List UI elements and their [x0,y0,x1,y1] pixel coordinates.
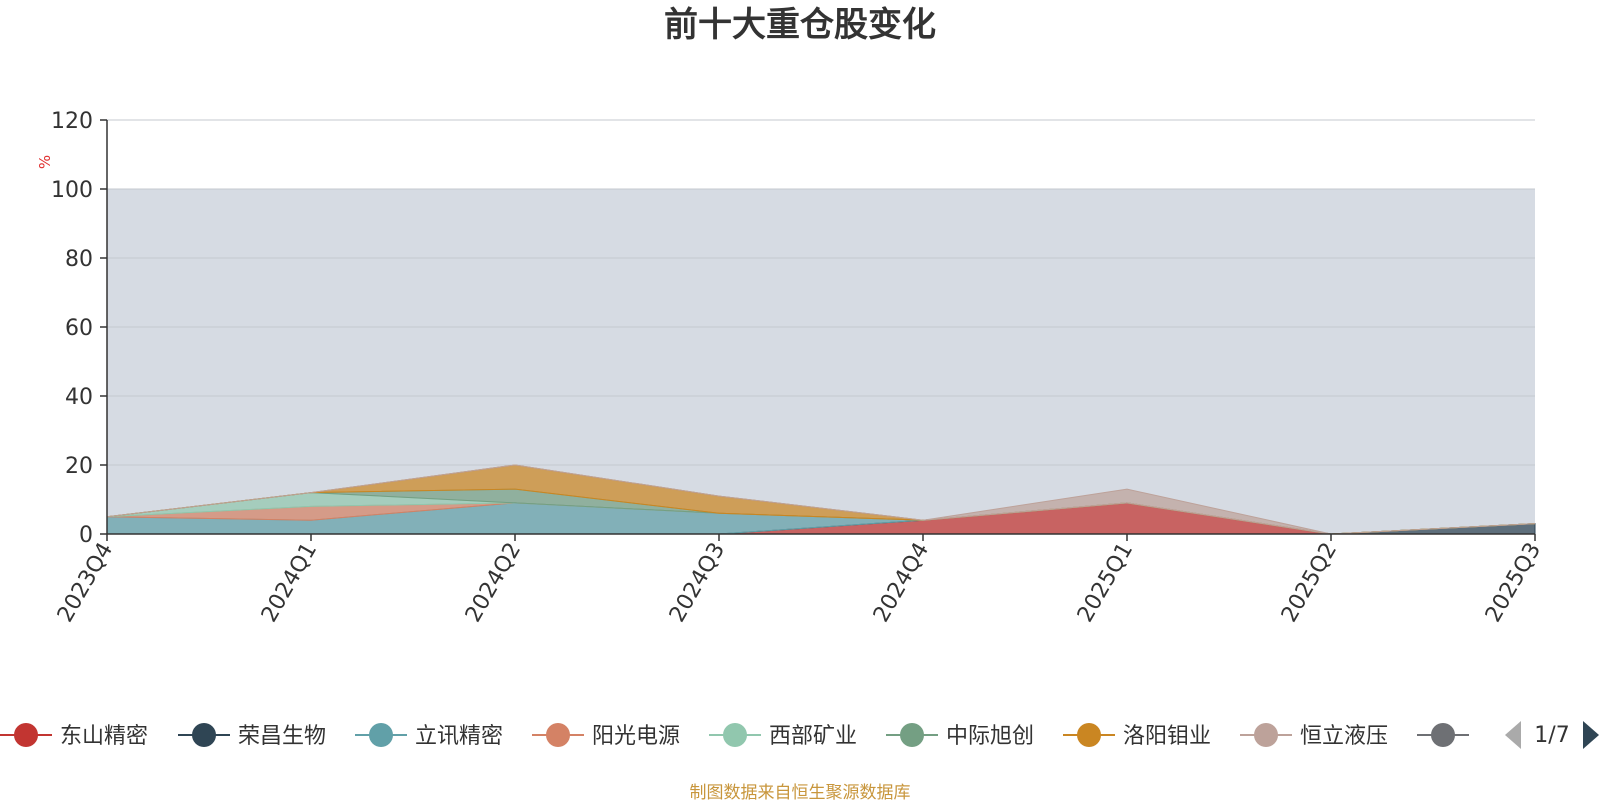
area-series-7 [106,464,1536,535]
x-tick-label-7: 2025Q3 [1481,539,1546,627]
band-0-100 [107,189,1535,534]
highlight-band [107,189,1535,534]
x-tick-label-5: 2025Q1 [1073,539,1138,627]
legend-item-3: 阳光电源 [532,723,680,749]
legend-label-7: 恒立液压 [1300,724,1388,749]
legend-page-indicator: 1/7 [1534,723,1569,748]
x-tick-label-3: 2024Q3 [665,539,730,627]
y-tick-label-40: 40 [65,385,93,410]
legend-marker-7 [1254,723,1278,747]
y-tick-label-100: 100 [51,178,93,203]
legend-marker-6 [1077,723,1101,747]
legend-marker-1 [192,723,216,747]
legend-label-5: 中际旭创 [946,724,1034,749]
legend-item-8 [1417,723,1469,747]
legend-label-0: 东山精密 [60,724,148,749]
legend-item-1: 荣昌生物 [178,723,326,749]
legend-item-7: 恒立液压 [1240,723,1388,749]
x-tick-label-2: 2024Q2 [461,539,526,627]
legend-marker-8 [1431,723,1455,747]
legend: 东山精密 荣昌生物 立讯精密 阳光电源 西部矿业 中际旭创 洛阳钼业 恒立液压 1/7 [0,721,1599,749]
legend-marker-0 [14,723,38,747]
y-tick-label-120: 120 [51,109,93,134]
legend-item-5: 中际旭创 [886,723,1034,749]
y-axis-label: % [36,155,54,169]
chart-title: 前十大重仓股变化 [664,5,936,45]
legend-item-4: 西部矿业 [709,723,857,749]
legend-label-4: 西部矿业 [769,724,857,749]
x-tick-label-1: 2024Q1 [257,539,322,627]
y-tick-label-80: 80 [65,247,93,272]
legend-marker-2 [369,723,393,747]
y-tick-label-20: 20 [65,454,93,479]
x-tick-label-4: 2024Q4 [869,539,934,627]
y-tick-label-0: 0 [79,523,93,548]
legend-label-1: 荣昌生物 [238,724,326,749]
legend-item-6: 洛阳钼业 [1063,723,1211,749]
legend-label-2: 立讯精密 [415,724,503,749]
legend-label-6: 洛阳钼业 [1123,724,1211,749]
y-tick-label-60: 60 [65,316,93,341]
legend-label-3: 阳光电源 [592,724,680,749]
legend-marker-5 [900,723,924,747]
gridlines [107,119,1535,466]
legend-item-0: 东山精密 [0,723,148,749]
legend-marker-4 [723,723,747,747]
legend-prev-arrow[interactable] [1505,721,1521,749]
legend-item-2: 立讯精密 [355,723,503,749]
data-source-note: 制图数据来自恒生聚源数据库 [689,783,911,803]
x-tick-label-6: 2025Q2 [1277,539,1342,627]
x-tick-label-0: 2023Q4 [53,539,118,627]
legend-next-arrow[interactable] [1583,721,1599,749]
legend-marker-3 [546,723,570,747]
